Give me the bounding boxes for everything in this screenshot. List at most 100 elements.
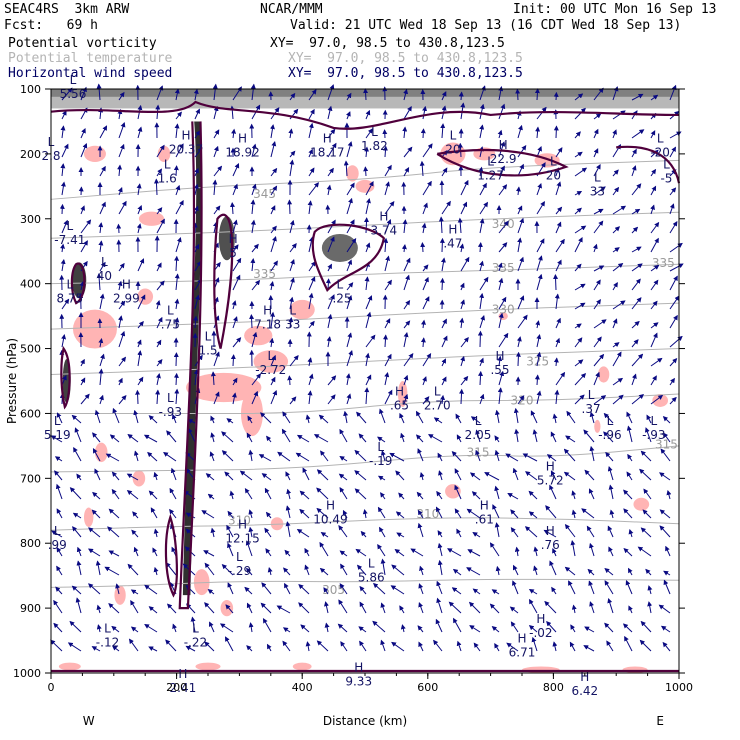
forecast-hour: Fcst: 69 h [4, 18, 98, 33]
wind-vector [246, 567, 253, 576]
theta-isentrope [50, 263, 680, 285]
wind-vector [452, 568, 462, 576]
wind-vector [364, 387, 370, 405]
wind-vector [287, 375, 293, 386]
wind-vector [111, 645, 120, 652]
wind-vector [299, 508, 310, 519]
extremum-marker: L [70, 73, 77, 87]
pv-fill-patch [289, 299, 315, 320]
wind-vector [553, 273, 559, 291]
wind-vector [174, 273, 180, 291]
wind-vector [650, 149, 659, 158]
y-tick-label: 700 [20, 472, 41, 485]
wind-vector [342, 509, 348, 519]
wind-vector [185, 645, 196, 652]
wind-vector [108, 508, 120, 519]
wind-vector [479, 218, 485, 234]
wind-vector [410, 548, 424, 557]
wind-vector [593, 353, 605, 367]
wind-vector [174, 123, 180, 139]
wind-vector [492, 504, 500, 519]
wind-vector [422, 180, 432, 196]
wind-vector [75, 597, 82, 614]
pv-contour [436, 148, 569, 177]
wind-vector [536, 333, 542, 348]
wind-vector [627, 453, 633, 462]
theta-label: 345 [253, 187, 276, 201]
wind-vector [232, 377, 238, 386]
extremum-value: 33 [590, 185, 605, 199]
wind-vector [324, 622, 330, 633]
wind-vector [593, 371, 600, 386]
wind-vector [663, 570, 671, 576]
wind-vector [574, 107, 586, 120]
wind-vector [60, 181, 66, 196]
theta-isentrope [50, 348, 680, 376]
wind-vector [346, 197, 353, 215]
extremum-value: -.02 [529, 626, 552, 640]
extremum-value: 10.49 [313, 512, 347, 526]
wind-vector [669, 263, 684, 272]
wind-vector [133, 546, 139, 557]
wind-vector [308, 89, 317, 101]
wind-vector [284, 582, 291, 595]
wind-vector [555, 206, 563, 215]
wind-vector [555, 238, 565, 253]
wind-vector [267, 567, 273, 576]
wind-vector [127, 433, 139, 443]
wind-vector [212, 179, 218, 196]
wind-vector [354, 488, 367, 500]
wind-vector [662, 416, 671, 424]
extremum-marker: L [588, 388, 595, 402]
wind-vector [346, 219, 355, 234]
wind-vector [269, 281, 275, 291]
wind-vector [403, 393, 409, 405]
wind-vector [453, 617, 462, 633]
wind-vector [479, 357, 484, 367]
wind-vector [650, 322, 659, 329]
wind-vector [99, 293, 105, 310]
theta-label: 335 [492, 261, 515, 275]
wind-vector-layer [50, 83, 684, 652]
wind-vector [454, 484, 462, 500]
wind-vector [231, 128, 237, 139]
wind-vector [345, 373, 351, 386]
wind-vector [204, 602, 215, 614]
wind-vector [358, 433, 367, 443]
wind-vector [339, 428, 348, 443]
wind-vector [251, 390, 259, 405]
wind-vector [116, 223, 122, 234]
wind-vector [232, 257, 242, 272]
extremum-value: .55 [490, 363, 509, 377]
extremum-value: 18.17 [310, 146, 344, 160]
wind-vector [153, 471, 159, 481]
wind-vector [574, 151, 583, 158]
wind-vector [365, 197, 371, 215]
wind-vector [156, 262, 162, 272]
wind-vector [479, 260, 484, 272]
wind-vector [166, 430, 177, 443]
wind-vector [286, 488, 292, 500]
wind-vector [403, 88, 409, 101]
wind-vector [55, 586, 63, 595]
wind-vector [346, 92, 352, 101]
wind-vector [190, 616, 196, 633]
wind-vector [56, 508, 63, 519]
pv-contour-layer [50, 100, 681, 673]
wind-vector [99, 125, 108, 139]
wind-vector [593, 208, 604, 215]
wind-vector [266, 643, 272, 652]
extremum-marker: L [450, 128, 457, 142]
wind-vector [213, 129, 220, 139]
wind-vector [384, 201, 395, 215]
wind-vector [377, 475, 386, 481]
wind-vector [460, 337, 469, 348]
wind-vector [479, 292, 485, 310]
wind-vector [498, 332, 509, 348]
wind-vector [346, 332, 353, 348]
extremum-value: 3.74 [370, 224, 397, 238]
wind-vector [631, 208, 641, 215]
wind-vector [316, 487, 329, 500]
wind-vector [593, 336, 602, 348]
wind-vector [327, 294, 335, 310]
